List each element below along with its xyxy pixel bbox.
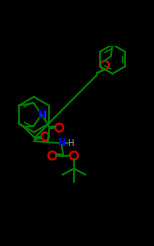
Text: H: H: [67, 138, 73, 148]
Text: N: N: [58, 138, 66, 148]
Text: N: N: [38, 109, 46, 120]
